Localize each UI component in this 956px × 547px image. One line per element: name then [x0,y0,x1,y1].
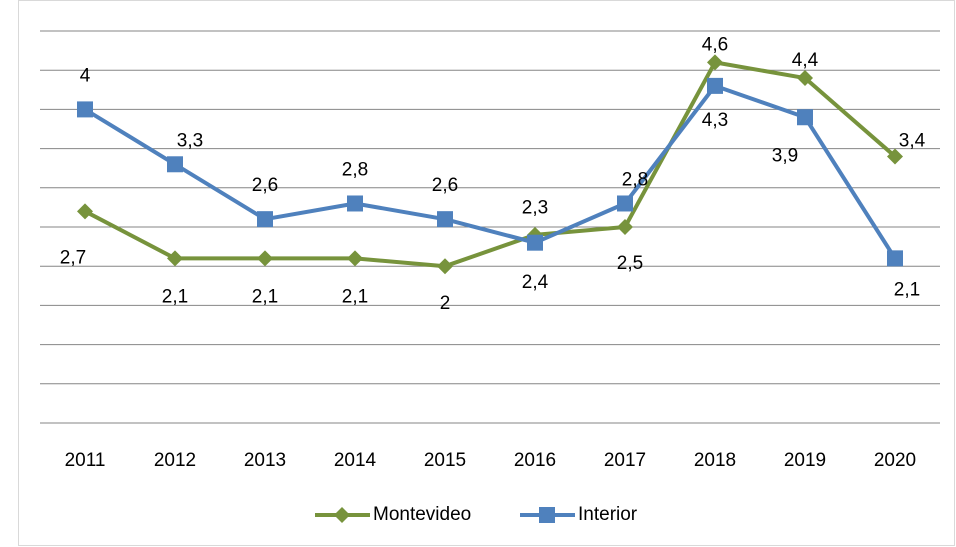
data-point [437,211,453,228]
data-point [167,250,183,267]
data-label: 2,8 [342,159,368,180]
data-point [887,250,903,267]
data-point [617,195,633,212]
x-tick-label: 2019 [784,450,826,471]
data-label: 4 [80,65,91,86]
data-label: 2,4 [522,272,549,293]
x-tick-label: 2015 [424,450,466,471]
data-label: 4,6 [702,34,728,55]
x-tick-label: 2017 [604,450,646,471]
data-point [797,70,813,87]
data-point [257,250,273,267]
data-label: 2,6 [252,175,278,196]
data-label: 2,8 [622,169,648,190]
data-point [167,156,183,173]
data-point [77,203,93,220]
data-point [707,77,723,94]
data-point [257,211,273,228]
legend-label: Montevideo [373,504,471,525]
data-label: 2,1 [894,279,920,300]
x-tick-label: 2018 [694,450,736,471]
data-point [347,195,363,212]
data-label: 2 [440,293,451,314]
x-tick-label: 2012 [154,450,196,471]
series-line [84,60,897,269]
data-label: 4,4 [792,50,819,71]
x-tick-label: 2020 [874,450,916,471]
data-label: 2,5 [617,253,643,274]
data-point [707,54,723,71]
legend-label: Interior [578,504,638,525]
x-tick-label: 2014 [334,450,377,471]
data-label: 2,1 [162,286,188,307]
data-point [77,101,93,118]
series-line [83,83,897,260]
x-tick-label: 2011 [65,450,106,471]
data-label: 2,1 [252,286,278,307]
data-label: 3,3 [177,130,203,151]
data-label: 2,6 [432,175,458,196]
legend-marker [539,507,555,523]
data-point [887,148,903,165]
data-point [527,234,543,251]
data-point [617,219,633,235]
chart-frame [18,0,955,546]
data-label: 2,1 [342,286,368,307]
data-point [797,109,813,126]
data-point [437,258,453,275]
x-tick-label: 2016 [514,450,556,471]
x-tick-label: 2013 [244,450,286,471]
data-label: 3,4 [899,130,926,151]
data-label: 4,3 [702,110,728,131]
data-label: 2,7 [60,247,86,268]
data-label: 3,9 [772,145,798,166]
legend-marker [334,507,350,523]
data-label: 2,3 [522,198,548,219]
data-point [347,250,363,267]
